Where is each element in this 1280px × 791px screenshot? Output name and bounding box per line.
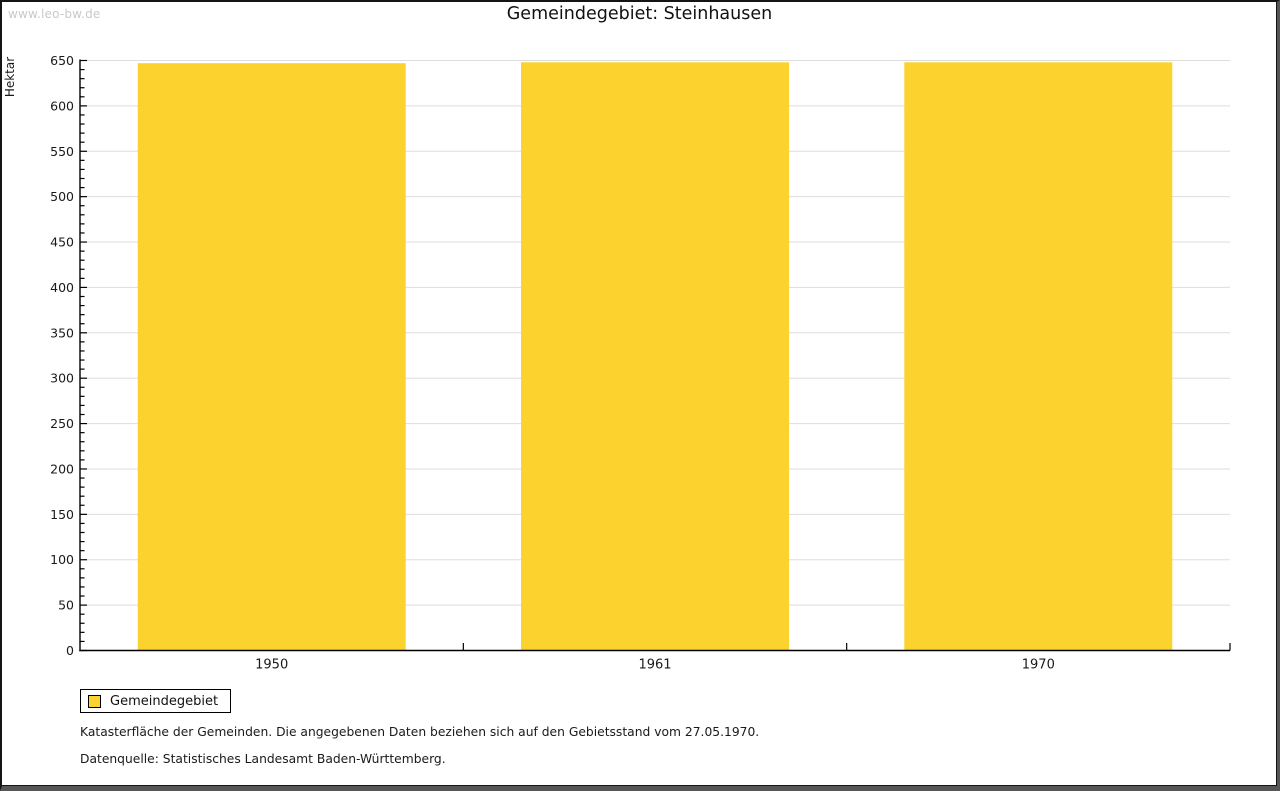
footnote-source: Datenquelle: Statistisches Landesamt Bad…: [80, 752, 446, 766]
y-tick-label: 350: [50, 325, 74, 340]
y-axis-title: Hektar: [3, 57, 17, 97]
y-tick-label: 150: [50, 507, 74, 522]
legend-label: Gemeindegebiet: [110, 693, 219, 709]
page-title: Gemeindegebiet: Steinhausen: [506, 4, 773, 24]
bar-chart: 0 50 100 150 200 250 300 350 400 450 500 550 600 650 1…: [3, 53, 1231, 673]
bar-1970: [904, 62, 1173, 651]
y-tick-label: 400: [50, 280, 74, 295]
y-tick-label: 0: [66, 643, 74, 658]
y-tick-label: 600: [50, 98, 74, 113]
bar-1950: [137, 63, 406, 651]
y-tick-label: 550: [50, 144, 74, 159]
bar-1961: [521, 62, 789, 651]
y-tick-label: 50: [58, 598, 74, 613]
y-tick-label: 500: [50, 189, 74, 204]
x-category-label: 1961: [638, 658, 671, 673]
y-tick-label: 300: [50, 371, 74, 386]
x-category-label: 1970: [1022, 658, 1055, 673]
footnote-description: Katasterfläche der Gemeinden. Die angege…: [80, 725, 760, 739]
y-tick-label: 650: [50, 53, 74, 68]
y-tick-label: 200: [50, 461, 74, 476]
y-tick-label: 100: [50, 552, 74, 567]
watermark: www.leo-bw.de: [8, 7, 101, 21]
legend-swatch: [88, 694, 101, 708]
y-tick-label: 450: [50, 235, 74, 250]
y-tick-label: 250: [50, 416, 74, 431]
legend-box: Gemeindegebiet: [80, 689, 232, 713]
x-category-label: 1950: [255, 658, 288, 673]
